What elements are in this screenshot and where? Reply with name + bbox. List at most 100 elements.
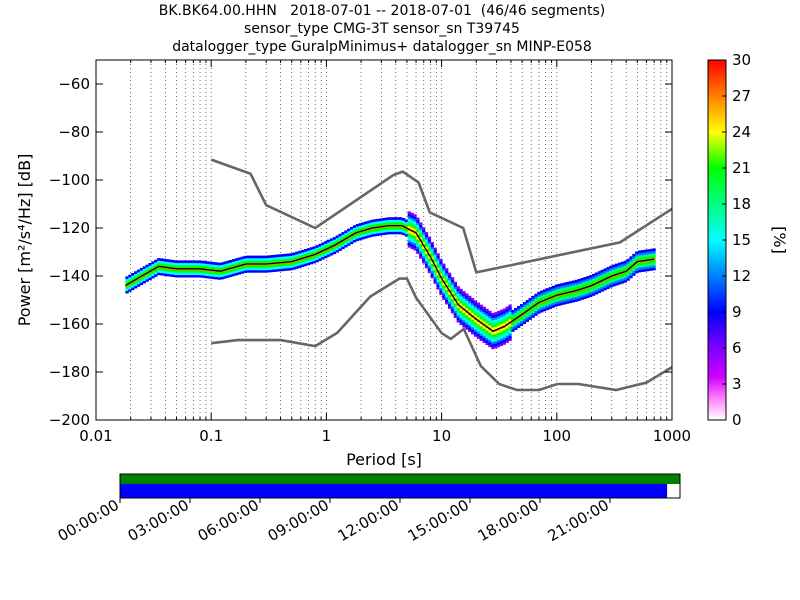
pdf-cell xyxy=(482,321,486,324)
pdf-cell xyxy=(223,266,227,270)
pdf-cell xyxy=(240,271,244,274)
pdf-cell xyxy=(597,278,602,282)
pdf-cell xyxy=(370,231,374,235)
pdf-cell xyxy=(424,241,429,245)
pdf-cell xyxy=(364,221,368,225)
pdf-cell xyxy=(134,276,138,279)
pdf-cell xyxy=(537,294,541,297)
pdf-cell xyxy=(543,308,547,312)
pdf-cell xyxy=(125,290,129,294)
pdf-cell xyxy=(459,315,463,318)
pdf-cell xyxy=(125,285,129,289)
pdf-cell xyxy=(594,279,599,283)
pdf-cell xyxy=(635,258,639,262)
pdf-cell xyxy=(168,259,172,263)
pdf-cell xyxy=(381,227,386,231)
pdf-cell xyxy=(358,237,362,241)
pdf-cell xyxy=(586,295,590,298)
pdf-cell xyxy=(476,333,481,337)
pdf-cell xyxy=(465,295,469,299)
pdf-cell xyxy=(266,255,270,259)
pdf-cell xyxy=(139,267,144,271)
pdf-cell xyxy=(422,236,426,240)
pdf-cell xyxy=(646,256,650,260)
pdf-cell xyxy=(450,301,455,304)
pdf-cell xyxy=(292,262,296,265)
pdf-cell xyxy=(361,227,365,230)
pdf-cell xyxy=(502,330,506,333)
pdf-cell xyxy=(445,280,449,283)
pdf-cell xyxy=(494,340,498,344)
pdf-cell xyxy=(471,326,475,330)
pdf-cell xyxy=(568,288,573,292)
pdf-cell xyxy=(496,320,501,324)
pdf-cell xyxy=(517,308,521,312)
pdf-cell xyxy=(583,281,587,285)
pdf-cell xyxy=(462,295,466,299)
pdf-cell xyxy=(502,318,506,321)
pdf-cell xyxy=(344,232,348,236)
pdf-cell xyxy=(594,274,599,278)
pdf-cell xyxy=(603,275,607,279)
pdf-cell xyxy=(309,259,314,262)
pdf-cell xyxy=(640,250,645,253)
pdf-cell xyxy=(229,262,233,266)
pdf-cell xyxy=(442,278,446,281)
pdf-cell xyxy=(427,258,432,262)
pdf-cell xyxy=(528,305,532,308)
pdf-cell xyxy=(473,322,478,325)
pdf-cell xyxy=(309,249,314,253)
pdf-cell xyxy=(237,262,242,265)
pdf-cell xyxy=(591,290,596,294)
pdf-cell xyxy=(514,310,518,314)
colorbar-tick-label: 12 xyxy=(732,267,751,285)
pdf-cell xyxy=(468,329,472,333)
chart-title-line-3: datalogger_type GuralpMinimus+ datalogge… xyxy=(172,39,592,55)
pdf-cell xyxy=(505,332,509,336)
pdf-cell xyxy=(580,292,584,296)
pdf-cell xyxy=(491,320,495,323)
pdf-cell xyxy=(465,293,469,297)
pdf-cell xyxy=(430,263,434,267)
pdf-cell xyxy=(347,231,351,234)
pdf-cell xyxy=(635,268,639,271)
pdf-cell xyxy=(197,274,201,278)
pdf-cell xyxy=(603,287,607,291)
pdf-cell xyxy=(439,258,443,262)
pdf-cell xyxy=(347,228,351,232)
x-tick-label: 100 xyxy=(542,427,571,445)
pdf-cell xyxy=(419,246,423,250)
pdf-cell xyxy=(632,261,636,264)
pdf-cell xyxy=(496,325,501,329)
pdf-cell xyxy=(433,271,437,275)
pdf-cell xyxy=(381,222,386,226)
pdf-cell xyxy=(292,257,296,261)
pdf-cell xyxy=(646,266,650,269)
pdf-cell xyxy=(390,226,394,230)
pdf-cell xyxy=(344,242,348,246)
pdf-cell xyxy=(496,313,501,317)
pdf-cell xyxy=(606,274,610,277)
pdf-cell xyxy=(200,260,204,264)
pdf-cell xyxy=(488,344,492,348)
pdf-cell xyxy=(450,305,455,309)
pdf-cell xyxy=(303,261,308,264)
pdf-cell xyxy=(522,314,527,317)
pdf-cell xyxy=(252,255,256,259)
pdf-cell xyxy=(306,250,311,254)
pdf-cell xyxy=(505,318,509,322)
pdf-cell xyxy=(580,285,584,288)
pdf-cell xyxy=(456,312,460,316)
pdf-cell xyxy=(378,232,383,236)
pdf-cell xyxy=(479,331,483,334)
pdf-cell xyxy=(231,261,236,265)
pdf-cell xyxy=(427,268,432,271)
pdf-cell xyxy=(615,268,619,272)
pdf-cell xyxy=(465,324,469,328)
pdf-cell xyxy=(471,329,475,333)
pdf-cell xyxy=(344,244,348,248)
pdf-cell xyxy=(508,333,512,337)
pdf-cell xyxy=(416,251,420,254)
pdf-cell xyxy=(128,274,132,278)
pdf-cell xyxy=(476,314,481,318)
